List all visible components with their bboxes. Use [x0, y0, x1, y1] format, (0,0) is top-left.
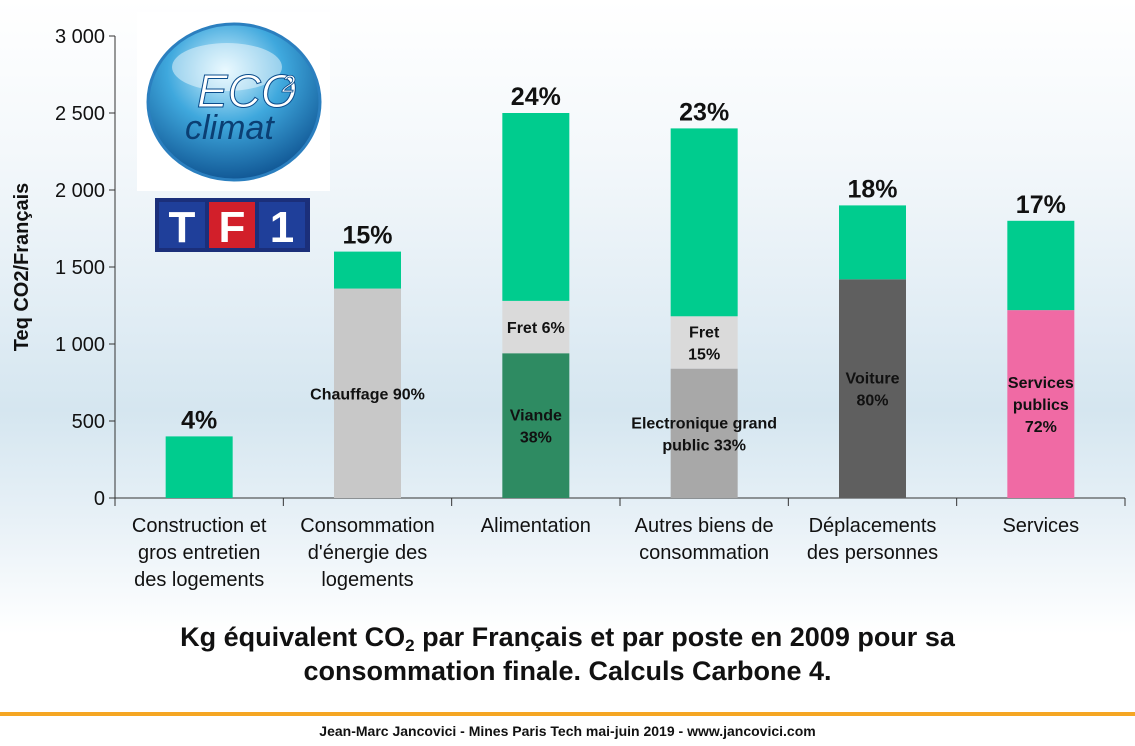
segment-label: Chauffage 90% — [310, 386, 425, 403]
footer-credit: Jean-Marc Jancovici - Mines Paris Tech m… — [319, 723, 816, 739]
bar-segment — [839, 279, 906, 498]
svg-text:1: 1 — [270, 203, 294, 252]
bar-segment — [165, 436, 233, 498]
y-tick-label: 500 — [72, 411, 105, 433]
svg-text:ECO: ECO — [197, 65, 297, 117]
caption-line-2: consommation finale. Calculs Carbone 4. — [303, 656, 832, 686]
chart-caption: Kg équivalent CO2 par Français et par po… — [0, 620, 1135, 688]
bar-segment — [670, 316, 738, 369]
category-label: Déplacements — [809, 515, 937, 537]
bar-total-label: 17% — [1016, 191, 1066, 219]
bar-segment — [839, 205, 906, 280]
bar-total-label: 4% — [181, 406, 217, 434]
category-label: d'énergie des — [308, 542, 427, 564]
segment-label: Fret — [689, 324, 720, 341]
segment-label: Electronique grand — [631, 415, 777, 432]
labels: 4% Construction et gros entretien des logem… — [132, 83, 1079, 591]
category-label: des personnes — [807, 542, 938, 564]
category-label: Autres biens de — [635, 515, 774, 537]
segment-label: 38% — [520, 430, 552, 447]
svg-text:T: T — [169, 203, 196, 252]
y-axis-title: Teq CO2/Français — [11, 183, 33, 352]
svg-text:climat: climat — [185, 109, 275, 147]
y-tick-label: 2 000 — [55, 180, 105, 202]
bar-segment — [334, 251, 401, 289]
bar-segment — [334, 288, 401, 498]
y-tick-label: 1 000 — [55, 334, 105, 356]
segment-label: Viande — [510, 408, 562, 425]
caption-line-1: Kg équivalent CO2 par Français et par po… — [180, 622, 955, 655]
bar-total-label: 15% — [342, 222, 392, 250]
segment-label: public 33% — [662, 437, 746, 454]
bars — [165, 113, 1075, 498]
bar-segment — [670, 368, 738, 498]
bar-segment — [670, 128, 738, 317]
segment-label: 15% — [688, 346, 720, 363]
segment-label: 72% — [1025, 419, 1057, 436]
category-label: Construction et — [132, 515, 267, 537]
segment-label: publics — [1013, 397, 1069, 414]
bar-segment — [502, 353, 570, 498]
bar-segment — [1007, 310, 1075, 498]
y-tick-label: 0 — [94, 488, 105, 510]
category-label: Consommation — [300, 515, 435, 537]
segment-label: Services — [1008, 375, 1074, 392]
category-label: Alimentation — [481, 515, 591, 537]
segment-label: Voiture — [846, 371, 900, 388]
eco2-climat-logo: ECO 2 climat — [137, 12, 330, 191]
bar-segment — [502, 113, 570, 301]
y-tick-label: 2 500 — [55, 103, 105, 125]
category-label: logements — [321, 569, 413, 591]
bar-total-label: 23% — [679, 98, 729, 126]
bar-total-label: 24% — [511, 83, 561, 111]
bar-total-label: 18% — [847, 175, 897, 203]
bar-segment — [1007, 220, 1075, 311]
y-tick-label: 3 000 — [55, 26, 105, 48]
category-label: des logements — [134, 569, 264, 591]
tf1-logo: T F 1 — [155, 198, 310, 252]
segment-label: 80% — [856, 393, 888, 410]
category-label: Services — [1002, 515, 1079, 537]
y-tick-label: 1 500 — [55, 257, 105, 279]
axes: 0 500 1 000 1 500 2 000 2 500 3 000 Teq CO2/Fra… — [11, 26, 1126, 510]
category-label: consommation — [639, 542, 769, 564]
bar-segment — [502, 300, 570, 354]
segment-label: Fret 6% — [507, 320, 565, 337]
category-label: gros entretien — [138, 542, 260, 564]
svg-text:F: F — [219, 203, 246, 252]
bar-chart: 0 500 1 000 1 500 2 000 2 500 3 000 Teq CO2/Fra… — [11, 26, 1126, 591]
footer-divider — [0, 712, 1135, 716]
svg-text:2: 2 — [281, 71, 295, 98]
